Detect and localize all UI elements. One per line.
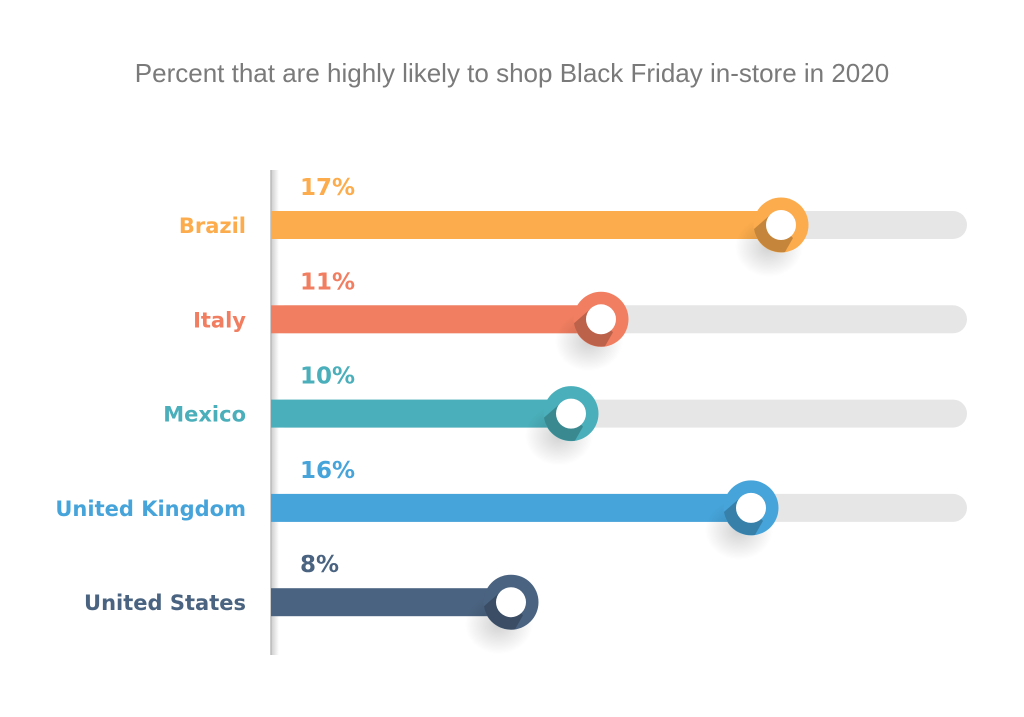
bar-group-united-states: United States 8% [84,552,539,655]
knob-center [586,304,616,335]
value-label: 10% [300,364,355,390]
knob-center [736,492,766,523]
value-label: 17% [300,175,355,201]
category-label: Brazil [179,214,246,238]
knob-center [556,398,586,429]
value-label: 8% [300,552,339,578]
category-label: Mexico [163,403,246,427]
bar-group-united-kingdom: United Kingdom 16% [55,458,967,560]
value-label: 11% [300,269,355,295]
bar-group-mexico: Mexico 10% [163,364,967,466]
knob-center [766,210,796,240]
bar [271,211,781,239]
bar-group-brazil: Brazil 17% [179,175,967,277]
bar-group-italy: Italy 11% [193,269,967,372]
bar [271,399,571,428]
bar [271,305,601,334]
knob-center [496,587,526,618]
category-label: United States [84,591,246,615]
category-label: Italy [193,308,246,332]
chart-title: Percent that are highly likely to shop B… [134,58,890,88]
category-label: United Kingdom [55,497,246,521]
value-label: 16% [300,458,355,484]
bar [271,493,751,522]
